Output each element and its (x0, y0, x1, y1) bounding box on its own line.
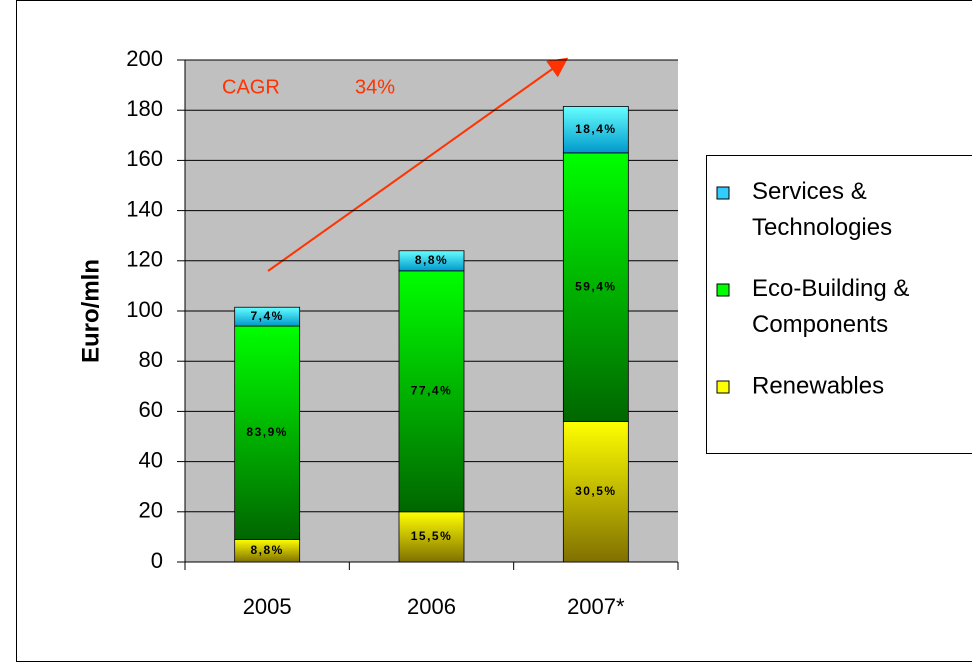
y-tick-label: 180 (126, 96, 163, 121)
y-tick-label: 0 (151, 548, 163, 573)
x-tick-label: 2006 (407, 594, 456, 619)
data-label: 18,4% (575, 122, 617, 136)
bar-segment (562, 421, 629, 563)
y-tick-label: 80 (139, 347, 163, 372)
data-label: 77,4% (411, 383, 453, 397)
y-tick-label: 200 (126, 46, 163, 71)
data-label: 83,9% (246, 425, 288, 439)
legend-label: Renewables (752, 372, 884, 399)
y-tick-label: 120 (126, 247, 163, 272)
data-label: 8,8% (250, 543, 283, 557)
legend (706, 155, 972, 454)
data-label: 15,5% (411, 529, 453, 543)
annotation: 34% (355, 76, 395, 98)
bar-segment (398, 270, 465, 513)
y-tick-label: 20 (139, 498, 163, 523)
bar-segment (234, 306, 301, 327)
legend-label: Eco-Building & Components (752, 275, 909, 338)
data-label: 8,8% (415, 253, 448, 267)
x-tick-label: 2007* (567, 594, 625, 619)
y-axis-label: Euro/mln (77, 259, 104, 363)
legend-swatch (716, 380, 730, 394)
data-label: 7,4% (250, 309, 283, 323)
y-tick-label: 40 (139, 447, 163, 472)
data-label: 59,4% (575, 279, 617, 293)
bar-segment (398, 250, 465, 272)
bar-segment (562, 106, 629, 154)
x-tick-label: 2005 (243, 594, 292, 619)
legend-label: Services & Technologies (752, 178, 892, 241)
trend-arrow (267, 57, 569, 272)
y-tick-label: 100 (126, 297, 163, 322)
annotation: CAGR (222, 76, 280, 98)
legend-swatch (716, 283, 730, 297)
y-tick-label: 160 (126, 146, 163, 171)
bar-segment (398, 511, 465, 563)
y-tick-label: 140 (126, 196, 163, 221)
y-tick-label: 60 (139, 397, 163, 422)
data-label: 30,5% (575, 484, 617, 498)
legend-swatch (716, 186, 730, 200)
